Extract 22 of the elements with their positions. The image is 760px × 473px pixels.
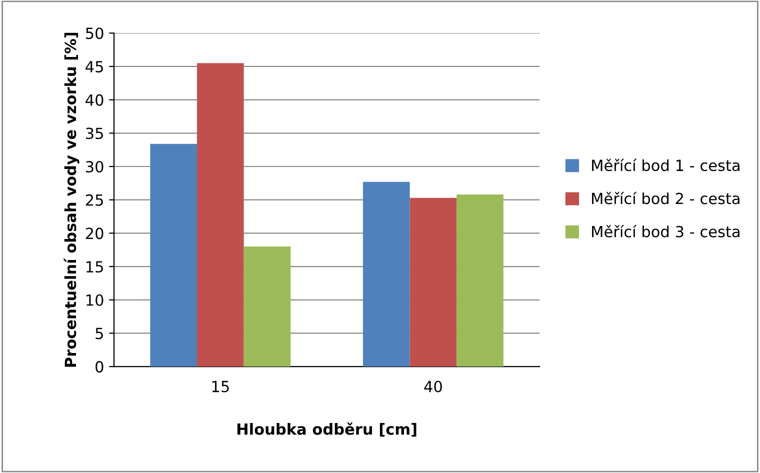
bar (196, 63, 244, 367)
y-tick-label: 45 (86, 61, 103, 72)
legend-label: Měřící bod 1 - cesta (592, 158, 740, 172)
bar (362, 182, 410, 367)
y-tick-label: 15 (86, 261, 103, 273)
bar (150, 144, 197, 367)
x-axis-title: Hloubka odběru [cm] (237, 422, 416, 437)
y-tick-label: 40 (86, 94, 104, 106)
y-tick-label: 5 (96, 328, 103, 340)
legend-label: Měřící bod 2 - cesta (592, 192, 740, 204)
y-tick-label: 25 (86, 194, 103, 206)
y-tick-label: 10 (86, 294, 104, 306)
legend-label: Měřící bod 3 - cesta (592, 224, 740, 238)
bar (244, 246, 291, 367)
bar (456, 194, 504, 367)
y-tick-label: 20 (86, 228, 104, 240)
y-tick-label: 50 (86, 28, 104, 40)
bar (410, 198, 457, 367)
y-axis-title: Procentuelní obsah vody ve vzorku [%] (64, 32, 80, 367)
y-tick-label: 35 (86, 128, 103, 140)
y-tick-label: 0 (96, 361, 104, 373)
y-tick-label: 30 (86, 160, 104, 173)
